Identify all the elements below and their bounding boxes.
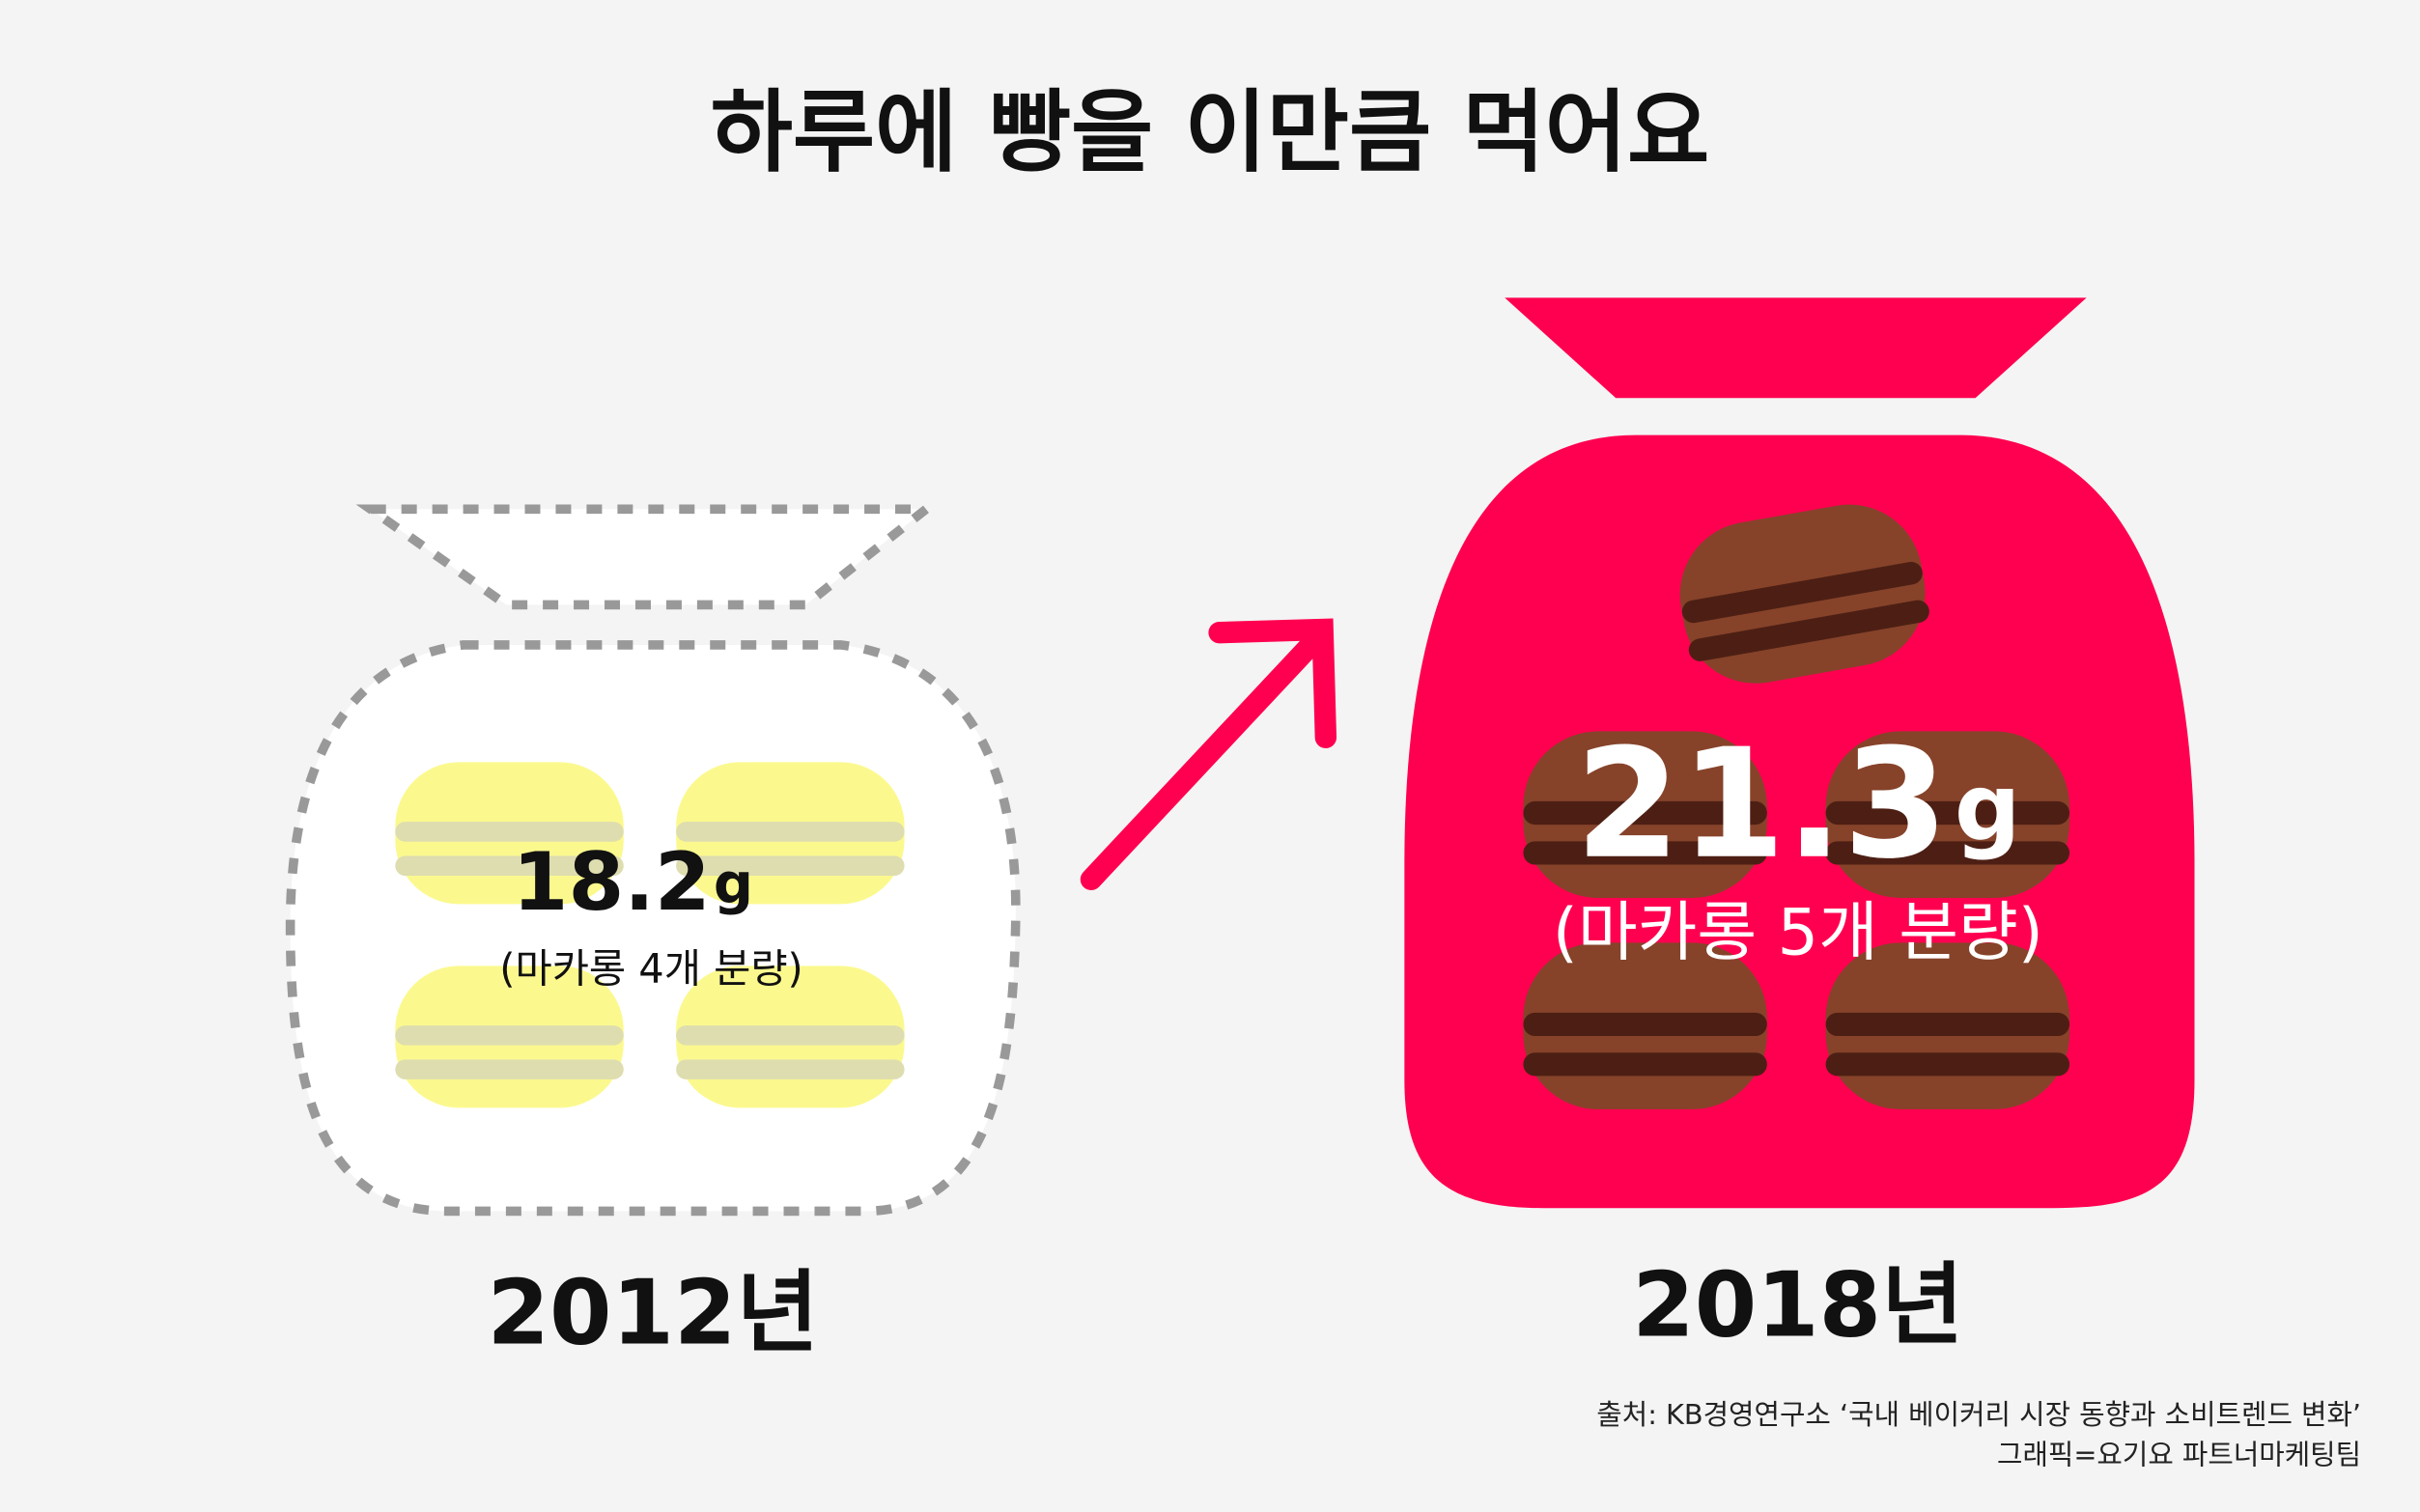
macaron-part <box>1681 561 1923 624</box>
amount: 18.2g <box>513 835 753 929</box>
macaron <box>1679 504 1929 684</box>
bag-neck <box>1505 297 2087 399</box>
macaron-group <box>395 762 905 1108</box>
macaron-part <box>676 1059 905 1079</box>
macaron-part <box>1523 841 1767 865</box>
macaron-part <box>395 822 624 842</box>
year: 2018년 <box>1632 1253 1963 1358</box>
macaron-group <box>1523 504 2070 1109</box>
macaron-part <box>395 1025 624 1046</box>
macaron-part <box>676 1025 905 1046</box>
macaron-part <box>676 855 905 877</box>
macaron-part <box>1523 1052 1767 1077</box>
macaron <box>676 966 905 1108</box>
macaron-part <box>1825 1052 2070 1077</box>
macaron-part <box>1688 600 1929 661</box>
macaron-part <box>395 1059 624 1079</box>
macaron <box>1523 942 1767 1109</box>
macaron <box>395 762 624 905</box>
credit: 그래픽=요기요 파트너마케팅팀 <box>1997 1438 2361 1470</box>
macaron-part <box>1523 1012 1767 1036</box>
macaron <box>1825 731 2070 899</box>
macaron-part <box>1825 800 2070 826</box>
amount-unit: g <box>1955 754 2021 862</box>
macaron-part <box>676 822 905 842</box>
amount: 21.3 g <box>1575 716 2020 892</box>
bag-neck-outline <box>355 504 940 610</box>
amount-value: 18.2 <box>513 835 711 929</box>
macaron <box>395 966 624 1108</box>
macaron <box>1825 942 2070 1109</box>
macaron-part <box>395 855 624 877</box>
note: (마카롱 5개 분량) <box>1553 895 2043 970</box>
macaron-part <box>1825 1012 2070 1036</box>
macaron <box>676 762 905 905</box>
title: 하루에 빵을 이만큼 먹어요 <box>711 80 1710 184</box>
note: (마카롱 4개 분량) <box>499 945 802 993</box>
macaron-part <box>1825 841 2070 865</box>
macaron <box>1523 731 1767 899</box>
amount-value: 21.3 <box>1575 716 1948 892</box>
macaron-part <box>1523 800 1767 826</box>
arrow <box>1080 618 1337 891</box>
amount-unit: g <box>714 851 753 915</box>
year: 2012년 <box>488 1261 819 1365</box>
source: 출처: KB경영연구소 ‘국내 베이커리 시장 동향과 소비트렌드 변화’ <box>1596 1398 2361 1431</box>
